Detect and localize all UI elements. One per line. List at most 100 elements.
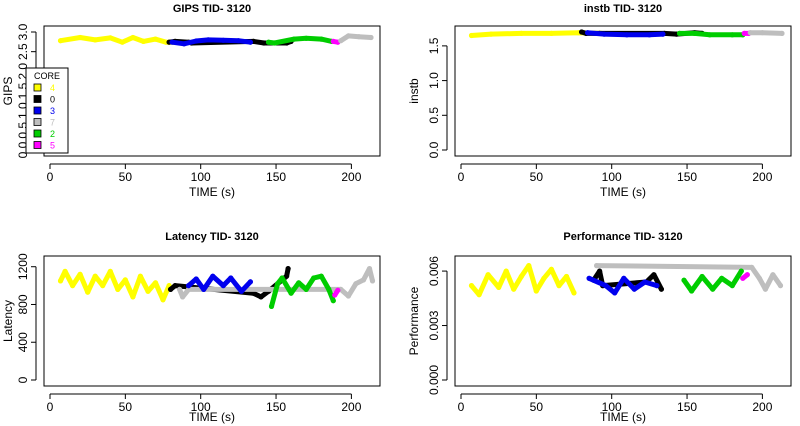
y-axis-label: Latency [1, 300, 15, 342]
data-point-core-4 [145, 288, 151, 294]
data-point-core-4 [476, 292, 482, 298]
plot-frame [454, 255, 792, 387]
y-tick-label: 0.006 [427, 256, 441, 286]
data-point-core-2 [719, 275, 725, 281]
x-tick-label: 100 [602, 170, 622, 184]
x-tick-label: 50 [530, 400, 544, 414]
legend-label: 5 [50, 141, 55, 151]
x-tick-label: 100 [602, 400, 622, 414]
x-tick-label: 100 [191, 400, 211, 414]
data-point-core-7 [345, 33, 351, 39]
data-point-core-7 [747, 30, 753, 36]
series-group [468, 263, 784, 298]
data-point-core-7 [762, 286, 769, 292]
x-tick-label: 150 [677, 400, 697, 414]
x-tick-label: 200 [341, 400, 361, 414]
data-point-core-7 [759, 30, 766, 36]
data-point-core-3 [660, 31, 666, 37]
data-point-core-2 [326, 286, 332, 292]
y-axis-label: Performance [407, 286, 421, 355]
data-point-core-4 [130, 294, 136, 300]
data-point-core-0 [284, 273, 290, 279]
data-point-core-4 [57, 278, 64, 284]
data-point-core-3 [603, 283, 609, 289]
data-point-core-7 [353, 281, 359, 287]
data-point-core-3 [601, 31, 607, 37]
data-point-core-4 [518, 30, 524, 36]
data-point-core-4 [485, 272, 491, 278]
legend-swatch [33, 83, 42, 92]
data-point-core-5 [332, 292, 338, 298]
chart-title: Performance TID- 3120 [563, 231, 682, 243]
data-point-core-3 [238, 288, 244, 294]
data-point-core-4 [541, 275, 547, 281]
data-point-core-0 [258, 294, 264, 300]
data-point-core-7 [177, 286, 183, 292]
x-axis-label: TIME (s) [189, 185, 235, 199]
y-tick-label: 0.0 [427, 141, 441, 158]
data-point-core-4 [115, 286, 121, 292]
data-point-core-3 [621, 275, 627, 281]
data-point-core-0 [172, 283, 178, 289]
data-point-core-4 [119, 39, 125, 45]
data-point-core-4 [468, 32, 475, 39]
series-core-2-line [269, 273, 336, 309]
legend: CORE 4 03 72 5 [25, 67, 69, 154]
data-point-core-2 [318, 36, 324, 42]
data-point-core-4 [496, 284, 502, 290]
data-point-core-4 [533, 288, 539, 294]
x-tick-label: 0 [47, 170, 54, 184]
data-point-core-4 [503, 268, 509, 274]
data-point-core-3 [235, 38, 241, 44]
x-axis-label: TIME (s) [600, 185, 646, 199]
series-core-4-line [58, 268, 172, 303]
data-point-core-0 [579, 29, 585, 35]
data-point-core-4 [107, 35, 113, 41]
legend-box [25, 67, 69, 154]
chart-panel-2: instb TID- 3120 0 50 100 150 200 TIME (s) 0.0 0.… [407, 3, 792, 199]
data-point-core-2 [707, 32, 713, 38]
data-point-core-0 [168, 286, 174, 292]
data-point-core-7 [756, 275, 763, 281]
data-point-core-2 [681, 277, 687, 283]
x-tick-label: 0 [458, 170, 465, 184]
data-point-core-2 [738, 268, 744, 274]
x-tick-label: 150 [677, 170, 697, 184]
data-point-core-2 [275, 281, 281, 287]
legend-swatch [33, 95, 42, 103]
y-tick-label: 1.5 [427, 37, 441, 54]
data-point-core-5 [335, 287, 341, 293]
series-core-4-line [58, 35, 183, 45]
series-core-7-line [338, 33, 374, 44]
x-tick-label: 0 [47, 400, 54, 414]
data-point-core-3 [646, 32, 653, 38]
data-point-core-7 [779, 30, 785, 36]
data-point-core-4 [77, 34, 83, 41]
data-point-core-2 [318, 273, 324, 279]
data-point-core-7 [366, 266, 373, 272]
data-point-core-3 [169, 39, 175, 45]
data-point-core-2 [271, 40, 278, 46]
data-point-core-5 [330, 38, 336, 45]
y-tick-label: 0.003 [427, 310, 441, 340]
data-point-core-7 [360, 277, 367, 283]
data-point-core-4 [488, 31, 494, 37]
x-tick-label: 50 [530, 170, 544, 184]
plot-frame [43, 255, 381, 387]
data-point-core-3 [586, 275, 592, 281]
data-point-core-4 [511, 286, 517, 292]
data-point-core-4 [160, 297, 166, 303]
x-tick-label: 50 [119, 170, 133, 184]
data-point-core-2 [291, 36, 297, 42]
y-tick-label: 3.0 [16, 23, 30, 40]
x-tick-label: 200 [752, 170, 772, 184]
data-point-core-4 [92, 273, 98, 279]
data-point-core-4 [107, 268, 113, 274]
legend-label: 4 [50, 83, 55, 93]
y-tick-label: 0 [16, 376, 30, 383]
y-tick-label: 400 [16, 332, 30, 352]
legend-label: 7 [50, 118, 55, 128]
data-point-core-5 [744, 272, 750, 278]
data-point-core-2 [729, 32, 735, 38]
